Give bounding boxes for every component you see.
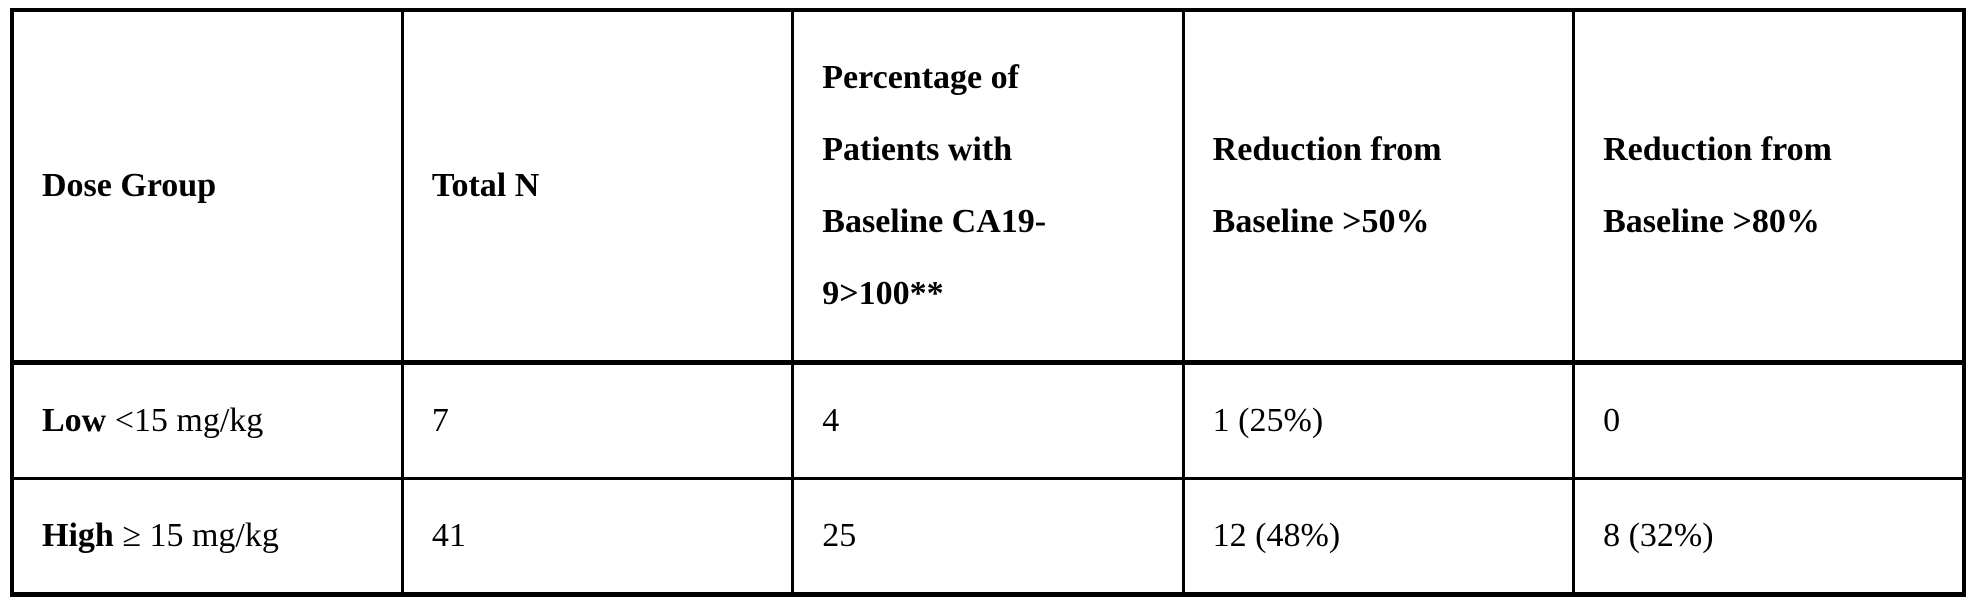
header-cell-dose-group: Dose Group xyxy=(10,8,404,365)
cell-total-n: 7 xyxy=(400,361,795,480)
cell-pct-baseline-ca19: 25 xyxy=(791,477,1185,597)
document-page: { "table": { "headers": [ "Dose Group", … xyxy=(10,8,1966,597)
header-cell-total-n: Total N xyxy=(400,8,795,365)
cell-reduction-80: 8 (32%) xyxy=(1572,477,1966,597)
dose-label: Low xyxy=(42,402,107,439)
cell-pct-baseline-ca19: 4 xyxy=(791,361,1185,480)
header-row: Dose Group Total N Percentage of Patient… xyxy=(10,8,1966,365)
table-row-high-dose: High ≥ 15 mg/kg 41 25 12 (48%) 8 (32%) xyxy=(10,477,1966,597)
cell-total-n: 41 xyxy=(400,477,795,597)
header-cell-reduction-80: Reduction from Baseline >80% xyxy=(1572,8,1966,365)
table-row-low-dose: Low <15 mg/kg 7 4 1 (25%) 0 xyxy=(10,361,1966,480)
cell-dose-group: Low <15 mg/kg xyxy=(10,361,404,480)
dose-group-results-table: Dose Group Total N Percentage of Patient… xyxy=(10,8,1966,597)
cell-reduction-50: 1 (25%) xyxy=(1181,361,1576,480)
dose-label: High xyxy=(42,517,114,554)
dose-range: ≥ 15 mg/kg xyxy=(113,517,279,554)
header-cell-pct-baseline-ca19: Percentage of Patients with Baseline CA1… xyxy=(791,8,1185,365)
cell-reduction-50: 12 (48%) xyxy=(1181,477,1576,597)
cell-reduction-80: 0 xyxy=(1572,361,1966,480)
header-cell-reduction-50: Reduction from Baseline >50% xyxy=(1181,8,1576,365)
dose-range: <15 mg/kg xyxy=(106,402,264,439)
cell-dose-group: High ≥ 15 mg/kg xyxy=(10,477,404,597)
